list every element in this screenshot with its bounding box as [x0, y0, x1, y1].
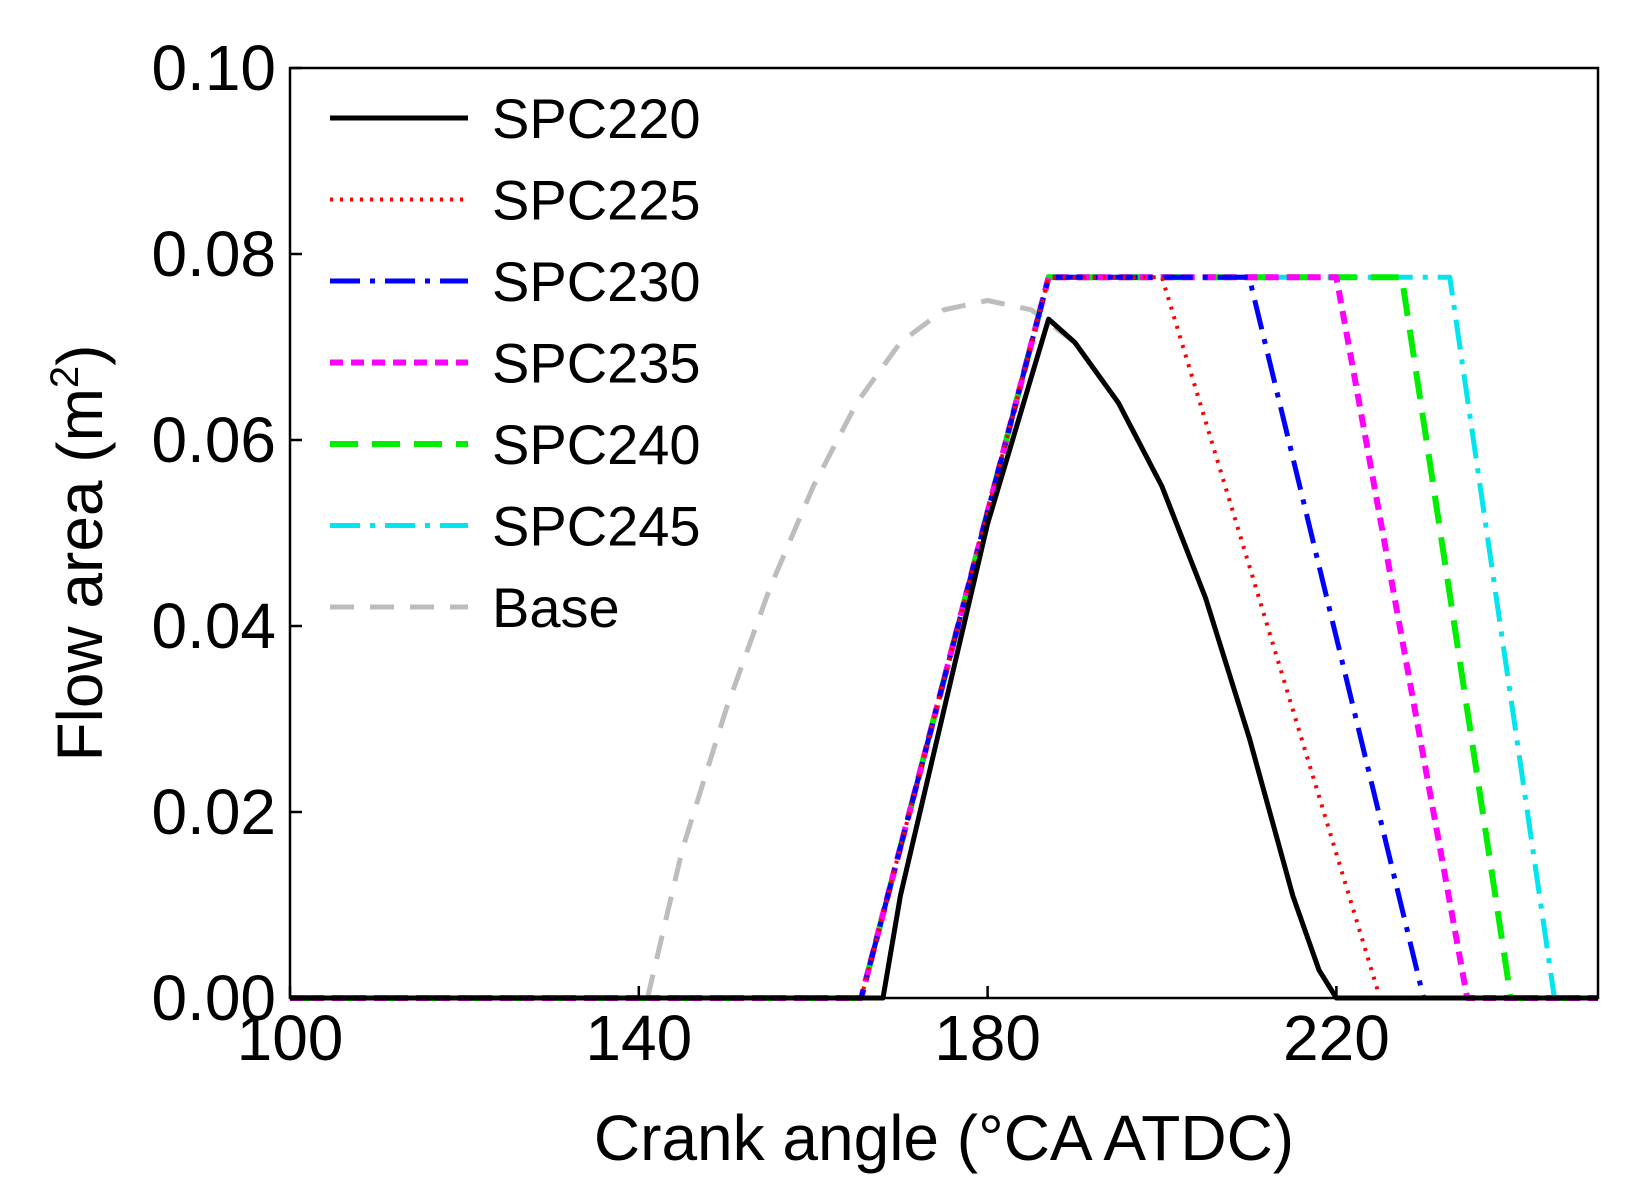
y-tick-label: 0.10: [151, 32, 276, 104]
legend-label: SPC230: [492, 250, 701, 313]
legend-label: SPC245: [492, 495, 701, 558]
y-tick-label: 0.02: [151, 776, 276, 848]
legend-label: SPC235: [492, 332, 701, 395]
legend-item-spc220: SPC220: [330, 87, 701, 150]
x-tick-label: 220: [1283, 1002, 1390, 1074]
y-tick-label: 0.00: [151, 962, 276, 1034]
legend-item-spc245: SPC245: [330, 495, 701, 558]
axis-ticks: 0.00 0.02 0.04 0.06 0.08 0.10 100 140 180 220: [151, 32, 1389, 1074]
legend-item-base: Base: [330, 576, 620, 639]
x-tick-label: 100: [237, 1002, 344, 1074]
series-line-spc220: [290, 316, 1598, 1001]
legend-item-spc235: SPC235: [330, 332, 701, 395]
legend-item-spc225: SPC225: [330, 169, 701, 232]
series-line-spc225: [290, 275, 1598, 1000]
series-line-base: [645, 298, 1339, 1000]
series-line-spc245: [290, 274, 1598, 1001]
plot-frame: [288, 66, 1600, 1000]
legend-item-spc240: SPC240: [330, 413, 701, 476]
y-axis-title-close: ): [44, 345, 116, 366]
y-tick-label: 0.08: [151, 218, 276, 290]
y-tick-label: 0.04: [151, 590, 276, 662]
legend-item-spc230: SPC230: [330, 250, 701, 313]
plot-area: [290, 274, 1598, 1001]
y-tick-label: 0.06: [151, 404, 276, 476]
series-line-spc230: [290, 274, 1598, 1001]
y-axis-title-text: Flow area (m: [44, 388, 116, 761]
legend-label: SPC240: [492, 413, 701, 476]
y-axis-title: Flow area (m2): [43, 345, 116, 762]
x-axis-title: Crank angle (°CA ATDC): [594, 1102, 1294, 1174]
x-tick-label: 140: [585, 1002, 692, 1074]
legend: SPC220 SPC225 SPC230 SPC235 SPC240 SPC245 Base: [330, 87, 701, 639]
x-tick-label: 180: [934, 1002, 1041, 1074]
legend-label: SPC220: [492, 87, 701, 150]
series-line-spc240: [290, 274, 1598, 1001]
legend-label: Base: [492, 576, 620, 639]
legend-label: SPC225: [492, 169, 701, 232]
y-axis-title-superscript: 2: [43, 366, 87, 388]
series-line-spc235: [290, 274, 1598, 1001]
